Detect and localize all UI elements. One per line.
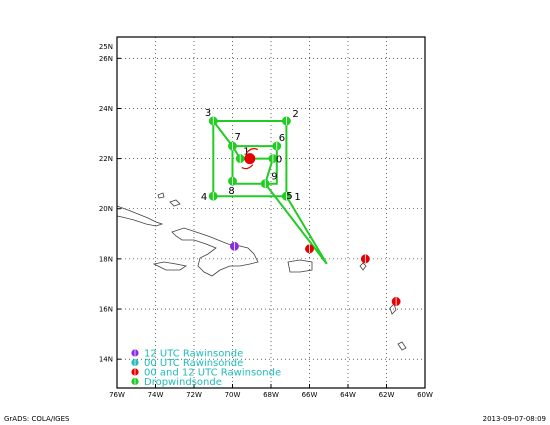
y-tick-label-top: 25N (99, 43, 113, 51)
dropsonde-label: 5 (286, 191, 292, 202)
x-tick-label: 68W (263, 391, 279, 399)
legend-label-rawin_both: 00 and 12 UTC Rawinsonde (144, 368, 281, 379)
flight-track-line (212, 118, 328, 265)
y-tick-label: 16N (99, 306, 113, 314)
storm-arm-top (246, 148, 259, 153)
coastline-segment (157, 192, 165, 199)
dropsonde-label: 1 (243, 147, 249, 158)
legend-label-rawin_00: 00 UTC Rawinsonde (144, 358, 243, 369)
coastline-segment (171, 227, 259, 277)
y-tick-label: 26N (99, 55, 113, 63)
coastline-segment (152, 261, 188, 271)
coastline-segment (169, 199, 181, 207)
x-tick-label: 62W (379, 391, 395, 399)
legend-label-dropsonde: Dropwindsonde (144, 377, 222, 388)
dropsonde-label: 4 (201, 192, 207, 203)
graticule (116, 37, 426, 388)
storm-arm-bottom (241, 164, 254, 170)
coastlines (116, 192, 407, 351)
coastline-segment (287, 259, 313, 273)
footer-left: GrADS: COLA/IGES (4, 415, 70, 423)
x-tick-label: 74W (148, 391, 164, 399)
dropsonde-label: 0 (276, 155, 282, 166)
coastline-segment (116, 205, 164, 227)
axis-ticks: 76W 74W 72W 70W 68W 66W 64W 62W 60W 14N 16N 18N 20N 2… (99, 43, 433, 399)
x-tick-label: 64W (340, 391, 356, 399)
y-tick-label: 22N (99, 155, 113, 163)
dropsonde-label: 3 (205, 108, 211, 119)
x-tick-label: 60W (417, 391, 433, 399)
coastline-segment (389, 303, 397, 315)
storm-center (244, 153, 256, 165)
y-tick-label: 20N (99, 205, 113, 213)
dropsonde-label: 7 (235, 132, 241, 143)
x-tick-label: 66W (302, 391, 318, 399)
dropsonde-label: 9 (271, 172, 277, 183)
flight-track (212, 118, 328, 265)
y-tick-label: 14N (99, 356, 113, 364)
x-tick-label: 70W (225, 391, 241, 399)
coastline-segment (359, 262, 367, 271)
map-frame (116, 36, 426, 389)
legend-label-rawin_12: 12 UTC Rawinsonde (144, 349, 243, 360)
footer-right: 2013-09-07-08:09 (483, 415, 546, 423)
x-tick-label: 72W (186, 391, 202, 399)
dropsonde-label: 2 (292, 109, 298, 120)
coastline-segment (397, 341, 407, 351)
y-tick-label: 24N (99, 105, 113, 113)
dropsonde-label: 8 (228, 186, 234, 197)
dropsonde-label: 6 (279, 133, 285, 144)
x-tick-label: 76W (109, 391, 125, 399)
dropsonde-label: 1 (294, 192, 300, 203)
y-tick-label: 18N (99, 255, 113, 263)
